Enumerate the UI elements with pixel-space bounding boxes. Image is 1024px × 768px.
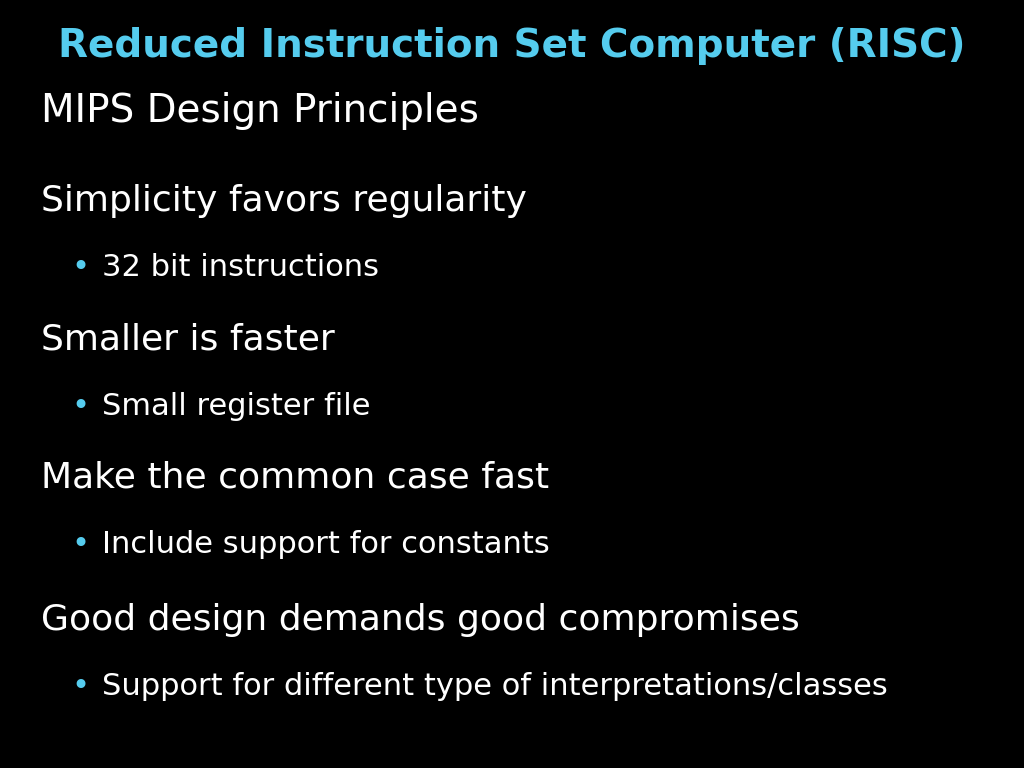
Text: Small register file: Small register file <box>102 392 371 421</box>
Text: Support for different type of interpretations/classes: Support for different type of interpreta… <box>102 672 888 701</box>
Text: •: • <box>72 530 90 559</box>
Text: •: • <box>72 253 90 283</box>
Text: Include support for constants: Include support for constants <box>102 530 550 559</box>
Text: 32 bit instructions: 32 bit instructions <box>102 253 380 283</box>
Text: Simplicity favors regularity: Simplicity favors regularity <box>41 184 526 218</box>
Text: •: • <box>72 392 90 421</box>
Text: MIPS Design Principles: MIPS Design Principles <box>41 92 479 130</box>
Text: Smaller is faster: Smaller is faster <box>41 323 335 356</box>
Text: Make the common case fast: Make the common case fast <box>41 461 549 495</box>
Text: Reduced Instruction Set Computer (RISC): Reduced Instruction Set Computer (RISC) <box>58 27 966 65</box>
Text: Good design demands good compromises: Good design demands good compromises <box>41 603 800 637</box>
Text: •: • <box>72 672 90 701</box>
